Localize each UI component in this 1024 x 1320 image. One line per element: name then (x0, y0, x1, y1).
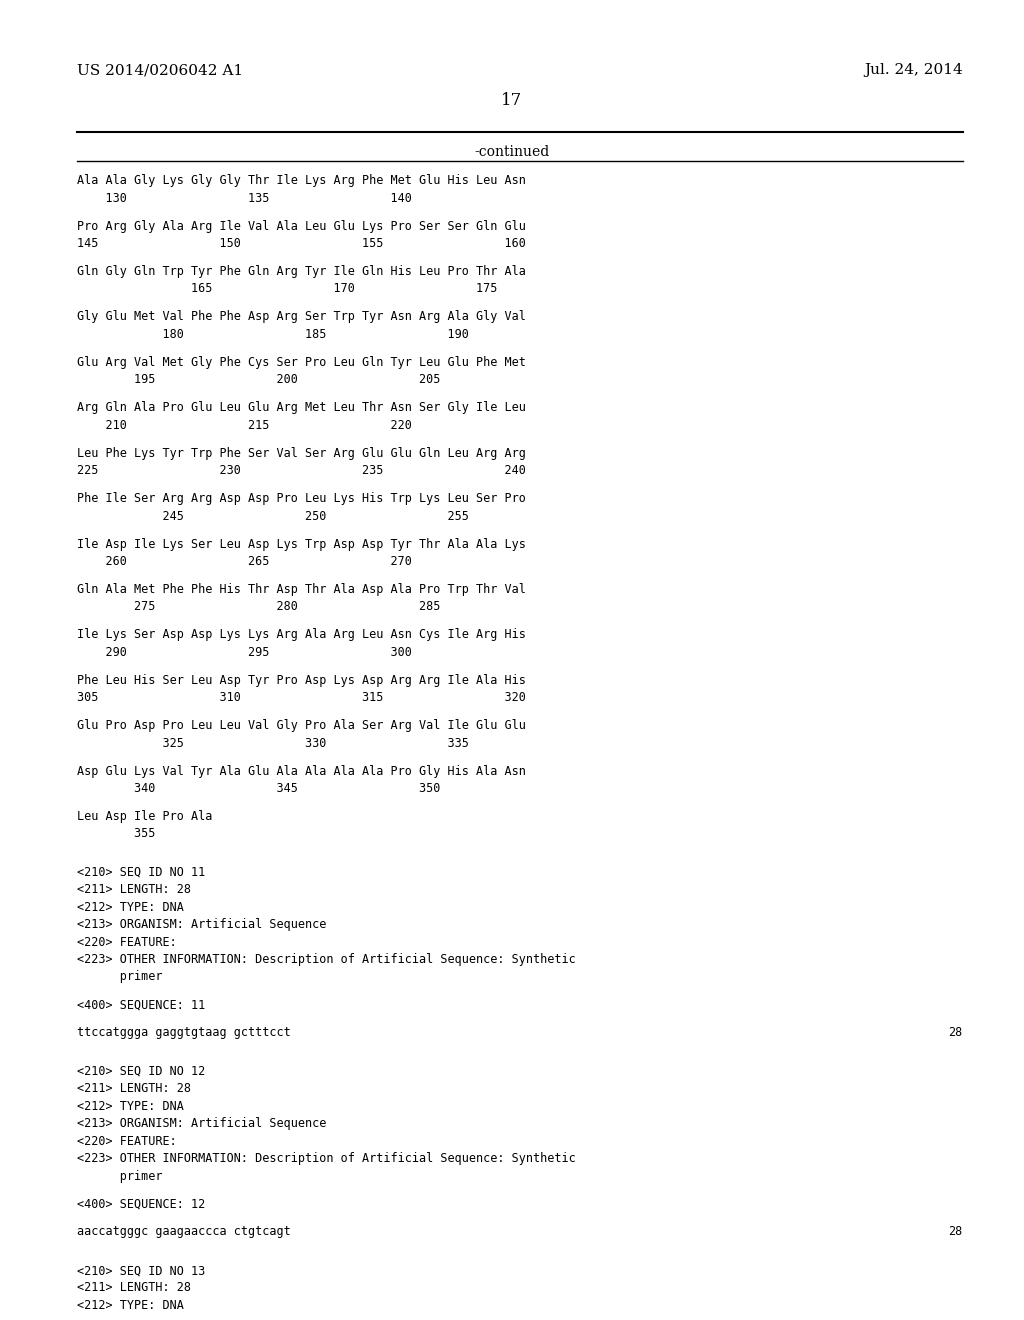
Text: <213> ORGANISM: Artificial Sequence: <213> ORGANISM: Artificial Sequence (77, 919, 327, 931)
Text: Pro Arg Gly Ala Arg Ile Val Ala Leu Glu Lys Pro Ser Ser Gln Glu: Pro Arg Gly Ala Arg Ile Val Ala Leu Glu … (77, 219, 525, 232)
Text: <210> SEQ ID NO 13: <210> SEQ ID NO 13 (77, 1265, 205, 1276)
Text: <220> FEATURE:: <220> FEATURE: (77, 936, 176, 949)
Text: 225                 230                 235                 240: 225 230 235 240 (77, 465, 525, 477)
Text: <213> ORGANISM: Artificial Sequence: <213> ORGANISM: Artificial Sequence (77, 1117, 327, 1130)
Text: Leu Asp Ile Pro Ala: Leu Asp Ile Pro Ala (77, 810, 212, 822)
Text: 180                 185                 190: 180 185 190 (77, 327, 469, 341)
Text: Asp Glu Lys Val Tyr Ala Glu Ala Ala Ala Ala Pro Gly His Ala Asn: Asp Glu Lys Val Tyr Ala Glu Ala Ala Ala … (77, 764, 525, 777)
Text: 290                 295                 300: 290 295 300 (77, 645, 412, 659)
Text: <211> LENGTH: 28: <211> LENGTH: 28 (77, 1282, 190, 1295)
Text: Phe Ile Ser Arg Arg Asp Asp Pro Leu Lys His Trp Lys Leu Ser Pro: Phe Ile Ser Arg Arg Asp Asp Pro Leu Lys … (77, 492, 525, 506)
Text: 130                 135                 140: 130 135 140 (77, 191, 412, 205)
Text: <211> LENGTH: 28: <211> LENGTH: 28 (77, 883, 190, 896)
Text: 355: 355 (77, 828, 156, 841)
Text: <212> TYPE: DNA: <212> TYPE: DNA (77, 900, 183, 913)
Text: Arg Gln Ala Pro Glu Leu Glu Arg Met Leu Thr Asn Ser Gly Ile Leu: Arg Gln Ala Pro Glu Leu Glu Arg Met Leu … (77, 401, 525, 414)
Text: Leu Phe Lys Tyr Trp Phe Ser Val Ser Arg Glu Glu Gln Leu Arg Arg: Leu Phe Lys Tyr Trp Phe Ser Val Ser Arg … (77, 446, 525, 459)
Text: -continued: -continued (474, 145, 550, 160)
Text: Glu Arg Val Met Gly Phe Cys Ser Pro Leu Gln Tyr Leu Glu Phe Met: Glu Arg Val Met Gly Phe Cys Ser Pro Leu … (77, 356, 525, 368)
Text: <220> FEATURE:: <220> FEATURE: (77, 1135, 176, 1147)
Text: Ala Ala Gly Lys Gly Gly Thr Ile Lys Arg Phe Met Glu His Leu Asn: Ala Ala Gly Lys Gly Gly Thr Ile Lys Arg … (77, 174, 525, 187)
Text: primer: primer (77, 1170, 162, 1183)
Text: primer: primer (77, 970, 162, 983)
Text: <212> TYPE: DNA: <212> TYPE: DNA (77, 1100, 183, 1113)
Text: <211> LENGTH: 28: <211> LENGTH: 28 (77, 1082, 190, 1096)
Text: <400> SEQUENCE: 12: <400> SEQUENCE: 12 (77, 1197, 205, 1210)
Text: <223> OTHER INFORMATION: Description of Artificial Sequence: Synthetic: <223> OTHER INFORMATION: Description of … (77, 1152, 575, 1166)
Text: aaccatgggc gaagaaccca ctgtcagt: aaccatgggc gaagaaccca ctgtcagt (77, 1225, 291, 1238)
Text: US 2014/0206042 A1: US 2014/0206042 A1 (77, 63, 243, 78)
Text: Gln Gly Gln Trp Tyr Phe Gln Arg Tyr Ile Gln His Leu Pro Thr Ala: Gln Gly Gln Trp Tyr Phe Gln Arg Tyr Ile … (77, 265, 525, 279)
Text: <223> OTHER INFORMATION: Description of Artificial Sequence: Synthetic: <223> OTHER INFORMATION: Description of … (77, 953, 575, 966)
Text: Gly Glu Met Val Phe Phe Asp Arg Ser Trp Tyr Asn Arg Ala Gly Val: Gly Glu Met Val Phe Phe Asp Arg Ser Trp … (77, 310, 525, 323)
Text: 165                 170                 175: 165 170 175 (77, 282, 498, 296)
Text: 210                 215                 220: 210 215 220 (77, 418, 412, 432)
Text: 17: 17 (502, 92, 522, 110)
Text: <400> SEQUENCE: 11: <400> SEQUENCE: 11 (77, 998, 205, 1011)
Text: Glu Pro Asp Pro Leu Leu Val Gly Pro Ala Ser Arg Val Ile Glu Glu: Glu Pro Asp Pro Leu Leu Val Gly Pro Ala … (77, 719, 525, 733)
Text: ttccatggga gaggtgtaag gctttcct: ttccatggga gaggtgtaag gctttcct (77, 1027, 291, 1039)
Text: 28: 28 (948, 1027, 963, 1039)
Text: Ile Lys Ser Asp Asp Lys Lys Arg Ala Arg Leu Asn Cys Ile Arg His: Ile Lys Ser Asp Asp Lys Lys Arg Ala Arg … (77, 628, 525, 642)
Text: 275                 280                 285: 275 280 285 (77, 601, 440, 614)
Text: <210> SEQ ID NO 11: <210> SEQ ID NO 11 (77, 866, 205, 879)
Text: 28: 28 (948, 1225, 963, 1238)
Text: 145                 150                 155                 160: 145 150 155 160 (77, 238, 525, 249)
Text: 305                 310                 315                 320: 305 310 315 320 (77, 692, 525, 704)
Text: <210> SEQ ID NO 12: <210> SEQ ID NO 12 (77, 1065, 205, 1078)
Text: <212> TYPE: DNA: <212> TYPE: DNA (77, 1299, 183, 1312)
Text: Ile Asp Ile Lys Ser Leu Asp Lys Trp Asp Asp Tyr Thr Ala Ala Lys: Ile Asp Ile Lys Ser Leu Asp Lys Trp Asp … (77, 537, 525, 550)
Text: 325                 330                 335: 325 330 335 (77, 737, 469, 750)
Text: 195                 200                 205: 195 200 205 (77, 374, 440, 387)
Text: 245                 250                 255: 245 250 255 (77, 510, 469, 523)
Text: Jul. 24, 2014: Jul. 24, 2014 (864, 63, 963, 78)
Text: Phe Leu His Ser Leu Asp Tyr Pro Asp Lys Asp Arg Arg Ile Ala His: Phe Leu His Ser Leu Asp Tyr Pro Asp Lys … (77, 673, 525, 686)
Text: 340                 345                 350: 340 345 350 (77, 781, 440, 795)
Text: Gln Ala Met Phe Phe His Thr Asp Thr Ala Asp Ala Pro Trp Thr Val: Gln Ala Met Phe Phe His Thr Asp Thr Ala … (77, 583, 525, 595)
Text: 260                 265                 270: 260 265 270 (77, 554, 412, 568)
